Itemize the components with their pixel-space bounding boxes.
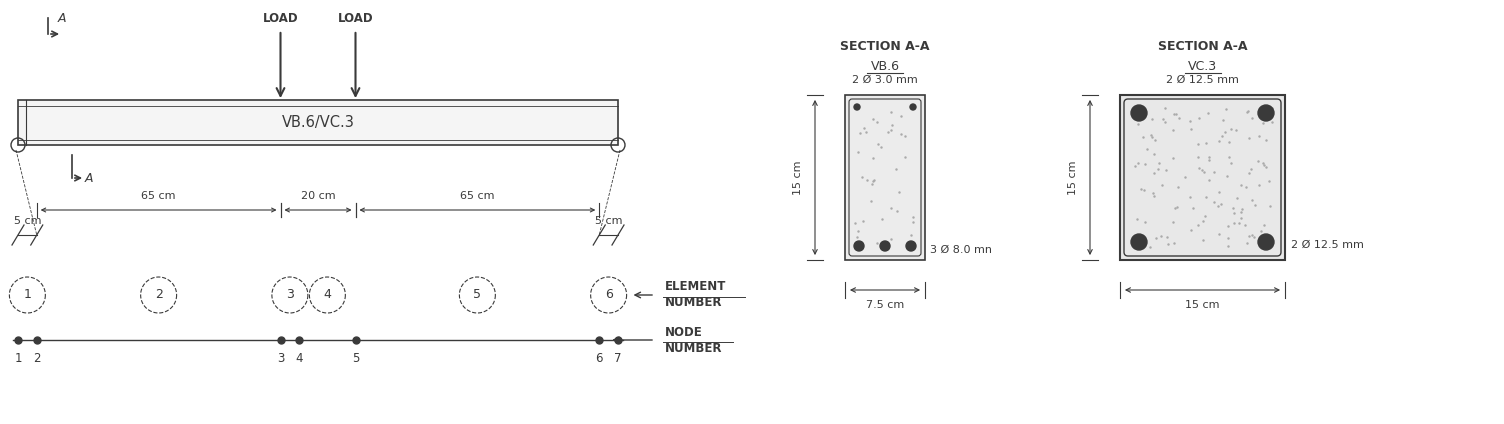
Text: 2 Ø 12.5 mm: 2 Ø 12.5 mm bbox=[1290, 240, 1364, 250]
Text: NUMBER: NUMBER bbox=[665, 296, 722, 310]
Text: VB.6: VB.6 bbox=[871, 60, 899, 73]
Circle shape bbox=[880, 241, 890, 251]
Circle shape bbox=[1131, 105, 1148, 121]
Text: NODE: NODE bbox=[665, 326, 702, 338]
Text: NUMBER: NUMBER bbox=[665, 341, 722, 354]
Text: LOAD: LOAD bbox=[338, 12, 373, 25]
Text: 5: 5 bbox=[352, 352, 359, 365]
Text: 5: 5 bbox=[474, 288, 481, 301]
Text: VC.3: VC.3 bbox=[1188, 60, 1217, 73]
Text: 3 Ø 8.0 mn: 3 Ø 8.0 mn bbox=[929, 245, 993, 255]
Text: 1: 1 bbox=[14, 352, 21, 365]
Circle shape bbox=[905, 241, 916, 251]
Circle shape bbox=[1131, 234, 1148, 250]
Text: VB.6/VC.3: VB.6/VC.3 bbox=[281, 115, 355, 130]
Text: 15 cm: 15 cm bbox=[1068, 160, 1078, 195]
Text: 3: 3 bbox=[277, 352, 284, 365]
Circle shape bbox=[1257, 234, 1274, 250]
Text: SECTION A-A: SECTION A-A bbox=[1158, 40, 1247, 53]
Bar bbox=[845, 95, 925, 260]
Text: 5 cm: 5 cm bbox=[596, 216, 623, 226]
Circle shape bbox=[1257, 105, 1274, 121]
Text: 6: 6 bbox=[605, 288, 612, 301]
Text: 4: 4 bbox=[323, 288, 331, 301]
Text: 15 cm: 15 cm bbox=[1185, 300, 1220, 310]
Bar bbox=[18, 100, 618, 145]
Text: 2 Ø 12.5 mm: 2 Ø 12.5 mm bbox=[1166, 75, 1239, 85]
Bar bbox=[1120, 95, 1284, 260]
Text: 4: 4 bbox=[295, 352, 302, 365]
Text: 6: 6 bbox=[596, 352, 603, 365]
Text: 2 Ø 3.0 mm: 2 Ø 3.0 mm bbox=[853, 75, 917, 85]
Circle shape bbox=[854, 241, 863, 251]
Text: A: A bbox=[86, 171, 93, 184]
Text: 2: 2 bbox=[155, 288, 162, 301]
Text: SECTION A-A: SECTION A-A bbox=[841, 40, 929, 53]
Circle shape bbox=[910, 104, 916, 110]
Text: 1: 1 bbox=[24, 288, 32, 301]
Text: 65 cm: 65 cm bbox=[141, 191, 176, 201]
Text: 3: 3 bbox=[286, 288, 293, 301]
Text: 65 cm: 65 cm bbox=[460, 191, 495, 201]
Text: ELEMENT: ELEMENT bbox=[665, 281, 726, 293]
Text: 5 cm: 5 cm bbox=[14, 216, 41, 226]
Text: 20 cm: 20 cm bbox=[301, 191, 335, 201]
Circle shape bbox=[854, 104, 860, 110]
Text: 15 cm: 15 cm bbox=[793, 160, 803, 195]
Text: 7: 7 bbox=[614, 352, 621, 365]
Text: 7.5 cm: 7.5 cm bbox=[866, 300, 904, 310]
Text: LOAD: LOAD bbox=[263, 12, 298, 25]
Text: 2: 2 bbox=[33, 352, 41, 365]
Text: A: A bbox=[57, 11, 66, 25]
